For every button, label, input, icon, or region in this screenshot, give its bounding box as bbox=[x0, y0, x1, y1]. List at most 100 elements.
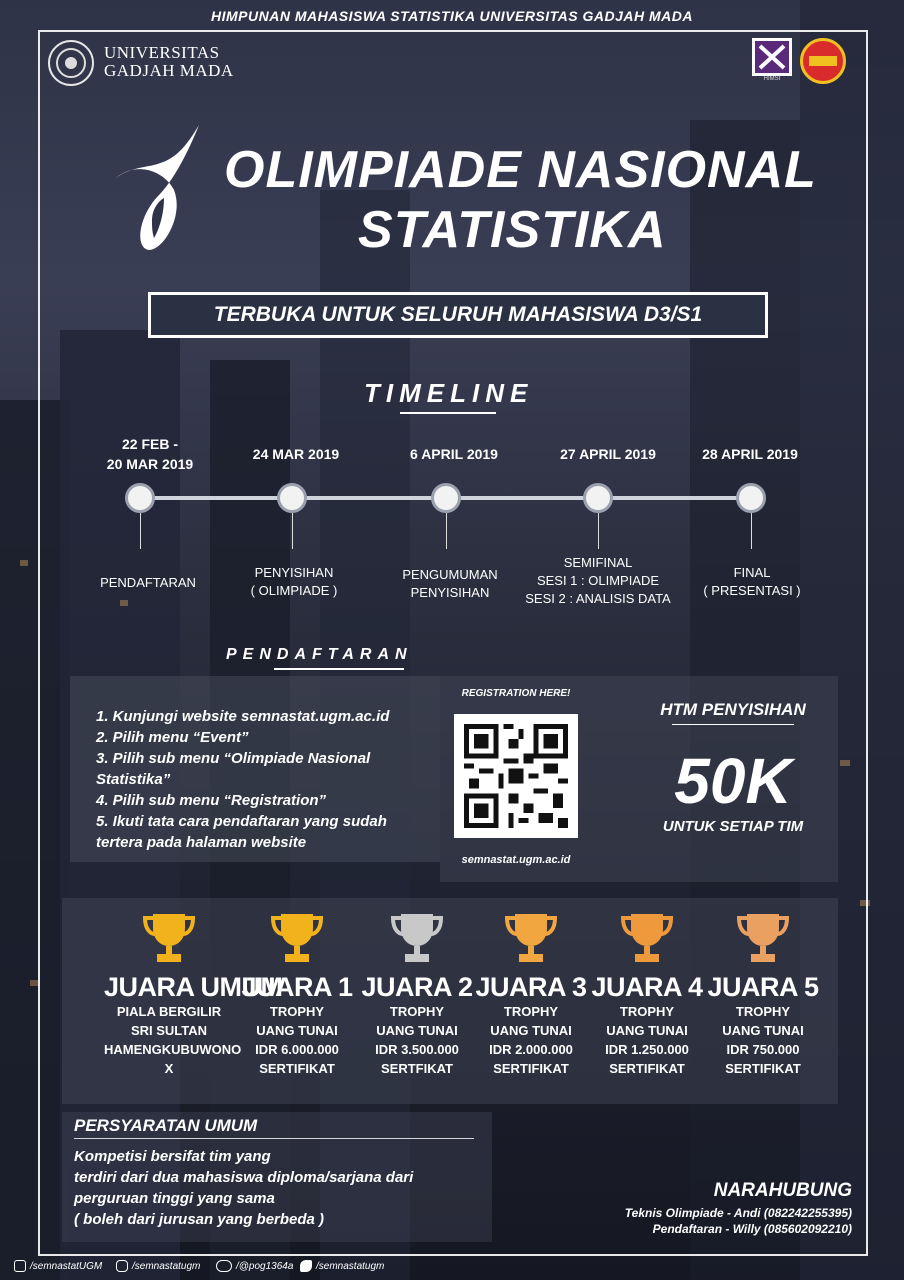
fee-title: HTM PENYISIHAN bbox=[660, 700, 806, 719]
timeline-date-line: 20 MAR 2019 bbox=[106, 456, 194, 472]
registration-step: 2. Pilih menu “Event” bbox=[96, 729, 249, 746]
prize-name: JUARA 3 bbox=[475, 972, 587, 1002]
trophy-icon bbox=[139, 910, 199, 966]
eligibility-banner: TERBUKA UNTUK SELURUH MAHASISWA D3/S1 bbox=[148, 292, 768, 338]
timeline-heading: TIMELINE bbox=[364, 378, 534, 408]
prize-desc-line: SERTIFIKAT bbox=[259, 1061, 335, 1076]
org-title: HIMPUNAN MAHASISWA STATISTIKA UNIVERSITA… bbox=[210, 8, 694, 24]
timeline-date: 22 FEB - 20 MAR 2019 bbox=[80, 434, 220, 474]
timeline-event-line: FINAL bbox=[733, 565, 771, 580]
social-handle: /@pog1364a bbox=[236, 1260, 294, 1272]
prize-desc-line: UANG TUNAI bbox=[376, 1023, 458, 1038]
prize-desc-line: UANG TUNAI bbox=[722, 1023, 804, 1038]
social-facebook[interactable]: /semnastatUGM bbox=[14, 1260, 102, 1272]
prize-desc-line: SERTIFIKAT bbox=[609, 1061, 685, 1076]
timeline-dot bbox=[736, 483, 766, 513]
timeline-event-line: ( PRESENTASI ) bbox=[703, 583, 801, 598]
qr-url[interactable]: semnastat.ugm.ac.id bbox=[461, 854, 571, 866]
timeline-stem bbox=[140, 513, 141, 549]
registration-step: 4. Pilih sub menu “Registration” bbox=[96, 792, 327, 809]
timeline-event: PENGUMUMAN PENYISIHAN bbox=[370, 566, 530, 602]
instagram-icon bbox=[116, 1260, 128, 1272]
prize-desc-line: IDR 2.000.000 bbox=[489, 1042, 573, 1057]
timeline-dot bbox=[431, 483, 461, 513]
social-handle: /semnastatugm bbox=[132, 1260, 201, 1272]
prize-name: JUARA 4 bbox=[591, 972, 703, 1002]
timeline-event-line: PENYISIHAN bbox=[410, 585, 490, 600]
timeline-event-line: SESI 1 : OLIMPIADE bbox=[536, 573, 660, 588]
social-line[interactable]: /@pog1364a bbox=[216, 1260, 293, 1272]
trophy-icon bbox=[617, 910, 677, 966]
prize-card: JUARA 2 TROPHY UANG TUNAI IDR 3.500.000 SERT… bbox=[352, 910, 482, 1078]
requirements-line: Kompetisi bersifat tim yang bbox=[74, 1148, 271, 1165]
prize-desc-line: TROPHY bbox=[619, 1004, 675, 1019]
timeline-event: PENDAFTARAN bbox=[68, 574, 228, 592]
timeline-underline bbox=[400, 412, 496, 414]
timeline-stem bbox=[446, 513, 447, 549]
badge-logo-icon bbox=[800, 38, 846, 84]
qr-caption: REGISTRATION HERE! bbox=[461, 688, 571, 699]
requirements-panel bbox=[62, 1112, 492, 1242]
prize-desc-line: SERTIFIKAT bbox=[493, 1061, 569, 1076]
prize-desc-line: UANG TUNAI bbox=[256, 1023, 338, 1038]
prize-card: JUARA 5 TROPHY UANG TUNAI IDR 750.000 SERTIF… bbox=[698, 910, 828, 1078]
prize-desc-line: IDR 750.000 bbox=[726, 1042, 800, 1057]
timeline-dot bbox=[277, 483, 307, 513]
social-instagram[interactable]: /semnastatugm bbox=[116, 1260, 200, 1272]
prize-desc-line: UANG TUNAI bbox=[606, 1023, 688, 1038]
prize-desc-line: IDR 1.250.000 bbox=[605, 1042, 689, 1057]
timeline-event-line: PENDAFTARAN bbox=[100, 575, 196, 590]
social-twitter[interactable]: /semnastatugm bbox=[300, 1260, 384, 1272]
timeline-date: 28 APRIL 2019 bbox=[702, 446, 798, 462]
prize-desc-line: IDR 6.000.000 bbox=[255, 1042, 339, 1057]
qr-code[interactable] bbox=[454, 714, 578, 838]
timeline-event-line: SESI 2 : ANALISIS DATA bbox=[525, 591, 671, 606]
prize-desc-line: UANG TUNAI bbox=[490, 1023, 572, 1038]
requirements-line: terdiri dari dua mahasiswa diploma/sarja… bbox=[74, 1169, 414, 1186]
contact-line: Pendaftaran - Willy (085602092210) bbox=[652, 1222, 852, 1236]
timeline-event-line: PENGUMUMAN bbox=[402, 567, 498, 582]
trophy-icon bbox=[733, 910, 793, 966]
trophy-icon bbox=[267, 910, 327, 966]
requirements-text: Kompetisi bersifat tim yang terdiri dari… bbox=[74, 1146, 474, 1230]
registration-heading: PENDAFTARAN bbox=[226, 646, 413, 663]
prize-desc: TROPHY UANG TUNAI IDR 6.000.000 SERTIFIKAT bbox=[232, 1002, 362, 1078]
prize-name: JUARA 1 bbox=[241, 972, 353, 1002]
prize-desc-line: TROPHY bbox=[389, 1004, 445, 1019]
timeline-dot bbox=[583, 483, 613, 513]
prize-desc: TROPHY UANG TUNAI IDR 1.250.000 SERTIFIKAT bbox=[582, 1002, 712, 1078]
prizes-panel bbox=[62, 898, 838, 1104]
registration-steps: 1. Kunjungi website semnastat.ugm.ac.id … bbox=[96, 706, 426, 853]
fee-note: UNTUK SETIAP TIM bbox=[662, 818, 804, 835]
social-handle: /semnastatugm bbox=[316, 1260, 385, 1272]
timeline-date: 27 APRIL 2019 bbox=[560, 446, 656, 462]
timeline-date: 6 APRIL 2019 bbox=[410, 446, 498, 462]
fee-underline bbox=[672, 724, 794, 725]
prize-desc-line: TROPHY bbox=[735, 1004, 791, 1019]
prize-name: JUARA 2 bbox=[361, 972, 473, 1002]
university-line1: UNIVERSITAS bbox=[104, 43, 220, 62]
timeline-event: PENYISIHAN ( OLIMPIADE ) bbox=[214, 564, 374, 600]
timeline-event-line: PENYISIHAN bbox=[254, 565, 334, 580]
prize-card: JUARA 1 TROPHY UANG TUNAI IDR 6.000.000 SERT… bbox=[232, 910, 362, 1078]
ugm-seal-icon bbox=[48, 40, 94, 86]
timeline-event-line: SEMIFINAL bbox=[563, 555, 633, 570]
facebook-icon bbox=[14, 1260, 26, 1272]
prize-desc: PIALA BERGILIR SRI SULTAN HAMENGKUBUWONO X bbox=[104, 1002, 241, 1078]
prize-name: JUARA UMUM bbox=[104, 972, 283, 1002]
prize-desc-line: SERTFIKAT bbox=[381, 1061, 453, 1076]
university-name: UNIVERSITAS GADJAH MADA bbox=[104, 44, 234, 80]
prize-desc-line: TROPHY bbox=[269, 1004, 325, 1019]
timeline-date: 24 MAR 2019 bbox=[252, 446, 340, 462]
timeline-event-line: ( OLIMPIADE ) bbox=[250, 583, 338, 598]
prize-desc: TROPHY UANG TUNAI IDR 750.000 SERTIFIKAT bbox=[698, 1002, 828, 1078]
university-line2: GADJAH MADA bbox=[104, 61, 234, 80]
timeline-date-line: 22 FEB - bbox=[121, 436, 178, 452]
registration-panel bbox=[70, 676, 440, 862]
requirements-underline bbox=[74, 1138, 474, 1139]
prize-desc-line: SRI SULTAN bbox=[130, 1023, 208, 1038]
requirements-line: perguruan tinggi yang sama bbox=[74, 1190, 275, 1207]
registration-step: 3. Pilih sub menu “Olimpiade Nasional St… bbox=[96, 750, 371, 788]
prize-desc-line: SERTIFIKAT bbox=[725, 1061, 801, 1076]
hms-logo-caption: HIMSI bbox=[763, 76, 781, 82]
